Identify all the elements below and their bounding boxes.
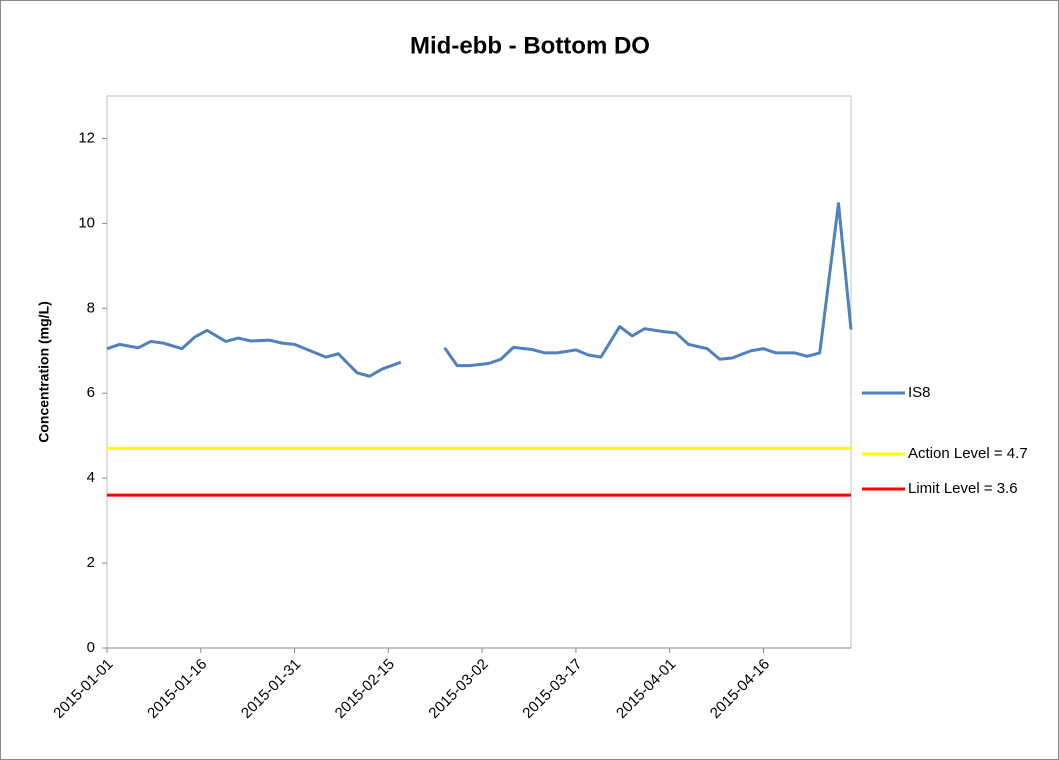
legend-label: Limit Level = 3.6 [908, 480, 1018, 497]
y-tick-label: 2 [87, 554, 95, 571]
legend-label: Action Level = 4.7 [908, 445, 1028, 462]
legend-label: IS8 [908, 384, 931, 401]
y-axis-label: Concentration (mg/L) [36, 301, 52, 443]
y-tick-label: 0 [87, 639, 95, 656]
y-tick-label: 6 [87, 384, 95, 401]
series-line [106, 328, 402, 378]
y-tick-label: 10 [78, 214, 95, 231]
y-tick-label: 12 [78, 129, 95, 146]
series-line [443, 201, 853, 368]
y-tick-label: 4 [87, 469, 95, 486]
chart-title: Mid-ebb - Bottom DO [410, 32, 650, 59]
y-tick-label: 8 [87, 299, 95, 316]
